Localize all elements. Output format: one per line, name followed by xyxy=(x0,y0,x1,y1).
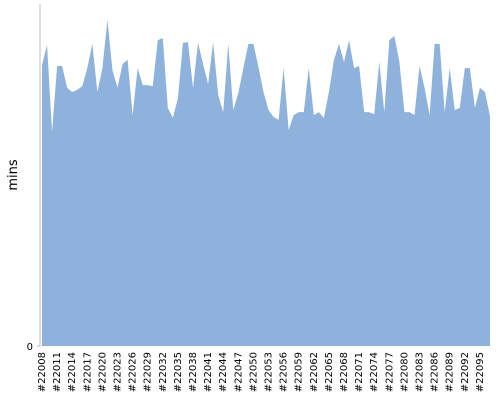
x-tick-label: #22080 xyxy=(399,352,410,392)
x-tick-label: #22086 xyxy=(430,352,441,392)
x-tick-label: #22032 xyxy=(158,352,169,392)
x-tick-label: #22041 xyxy=(203,352,214,392)
x-tick-label: #22077 xyxy=(384,352,395,392)
x-tick-label: #22083 xyxy=(415,352,426,392)
x-tick-label: #22065 xyxy=(324,352,335,392)
x-tick-label: #22029 xyxy=(143,352,154,392)
x-tick-label: #22071 xyxy=(354,352,365,392)
x-tick-label: #22035 xyxy=(173,352,184,392)
x-tick-label: #22044 xyxy=(218,352,229,392)
x-tick-label: #22020 xyxy=(97,352,108,392)
y-axis-label: mins xyxy=(6,159,21,191)
x-tick-label: #22050 xyxy=(248,352,259,392)
x-tick-label: #22074 xyxy=(369,352,380,392)
x-tick-label: #22038 xyxy=(188,352,199,392)
x-tick-label: #22092 xyxy=(460,352,471,392)
area xyxy=(42,20,490,347)
x-tick-label: #22014 xyxy=(67,352,78,392)
x-tick-label: #22047 xyxy=(233,352,244,392)
x-tick-label: #22059 xyxy=(294,352,305,392)
x-tick-label: #22008 xyxy=(37,352,48,392)
x-tick-label: #22053 xyxy=(264,352,275,392)
x-tick-label: #22017 xyxy=(82,352,93,392)
x-tick-label: #22026 xyxy=(128,352,139,392)
x-tick-label: #22023 xyxy=(113,352,124,392)
x-tick-label: #22062 xyxy=(309,352,320,392)
x-tick-label: #22011 xyxy=(52,352,63,392)
x-tick-label: #22095 xyxy=(475,352,486,392)
x-tick-label: #22068 xyxy=(339,352,350,392)
x-tick-label: #22089 xyxy=(445,352,456,392)
y-tick-label: 0 xyxy=(27,342,33,353)
x-tick-label: #22056 xyxy=(279,352,290,392)
